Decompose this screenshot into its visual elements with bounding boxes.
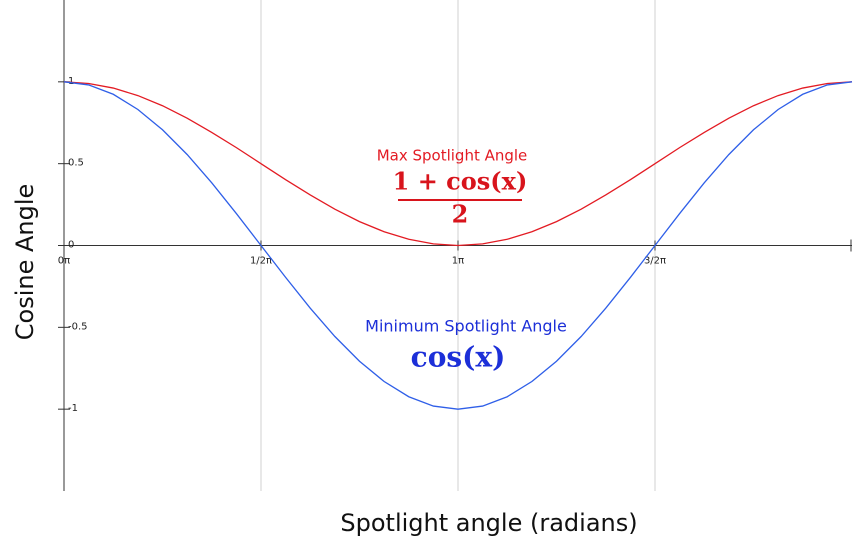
- y-tick-label: 1: [68, 76, 74, 87]
- y-tick-label: 0: [68, 240, 74, 251]
- y-tick-label: -0.5: [68, 321, 88, 332]
- formula: 2: [452, 200, 469, 229]
- y-tick-label: -1: [68, 403, 78, 414]
- x-tick-label: 1/2π: [250, 256, 272, 267]
- y-axis-label: Cosine Angle: [11, 184, 39, 341]
- series-label: Max Spotlight Angle: [377, 147, 528, 165]
- x-tick-label: 3/2π: [644, 256, 666, 267]
- formula: 1 + cos(x): [393, 167, 528, 196]
- y-tick-label: 0.5: [68, 158, 84, 169]
- formula: cos(x): [411, 341, 506, 374]
- series-label: Minimum Spotlight Angle: [365, 317, 567, 336]
- x-tick-label: 1π: [452, 256, 464, 267]
- series-line: [63, 81, 853, 410]
- x-axis-label: Spotlight angle (radians): [340, 509, 637, 537]
- series-line: [63, 81, 853, 247]
